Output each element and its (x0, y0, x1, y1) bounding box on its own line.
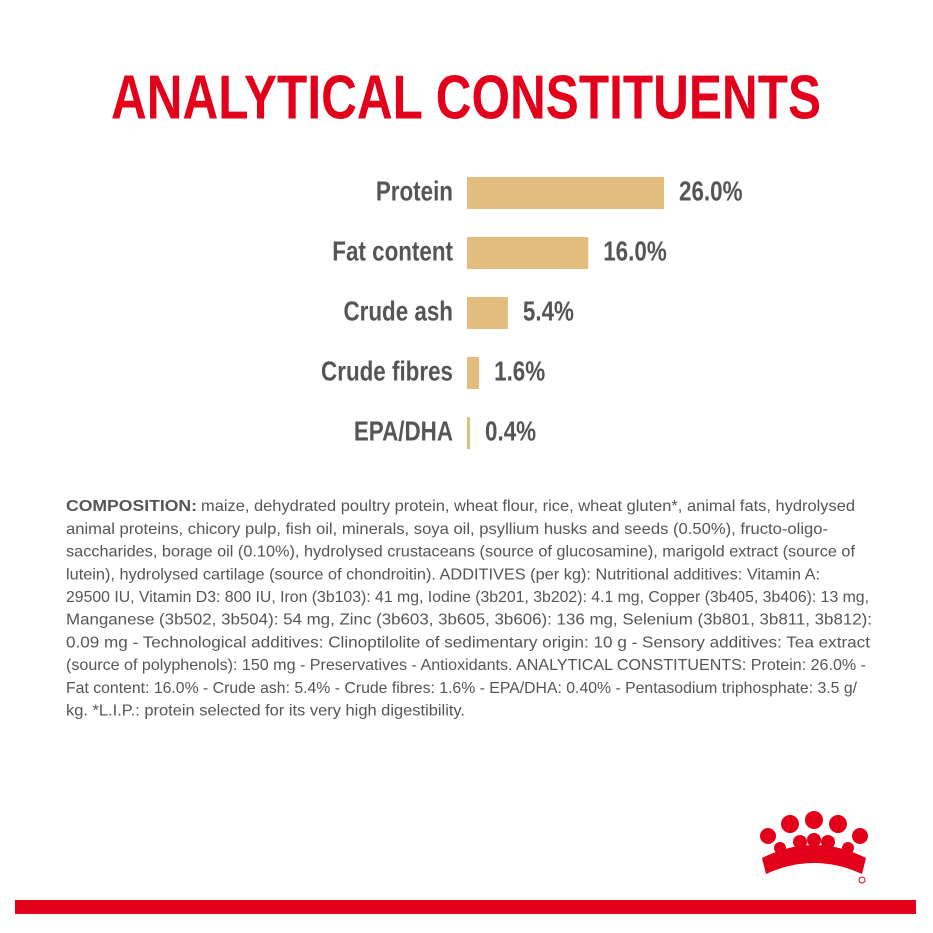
composition-label: COMPOSITION: (66, 498, 197, 515)
composition-line: Fat content: 16.0% - Crude ash: 5.4% - C… (66, 680, 858, 697)
composition-line: kg. *L.I.P.: protein selected for its ve… (66, 703, 465, 720)
bar (467, 297, 508, 329)
value-label: 5.4% (523, 295, 574, 326)
bar (467, 357, 480, 389)
composition-line: animal proteins, chicory pulp, fish oil,… (66, 521, 828, 538)
composition-line: (source of polyphenols): 150 mg - Preser… (66, 657, 866, 674)
category-label: Fat content (332, 235, 453, 266)
category-label: Protein (376, 175, 453, 206)
value-label: 1.6% (494, 355, 545, 386)
composition-line: maize, dehydrated poultry protein, wheat… (201, 498, 855, 515)
category-label: EPA/DHA (354, 415, 453, 446)
chart-title: ANALYTICAL CONSTITUENTS (111, 63, 821, 132)
bar (467, 177, 664, 209)
footer-bar (15, 900, 916, 914)
value-label: 16.0% (603, 235, 667, 266)
category-label: Crude fibres (321, 355, 453, 386)
composition-line: saccharides, borage oil (0.10%), hydroly… (66, 544, 856, 561)
value-label: 0.4% (485, 415, 536, 446)
composition-line: 0.09 mg - Technological additives: Clino… (66, 634, 871, 651)
composition-line: Manganese (3b502, 3b504): 54 mg, Zinc (3… (66, 612, 872, 629)
royal-canin-logo (760, 811, 868, 884)
composition-line: lutein), hydrolysed cartilage (source of… (66, 566, 820, 583)
bar (467, 237, 589, 269)
composition-line: 29500 IU, Vitamin D3: 800 IU, Iron (3b10… (66, 589, 869, 606)
bar (467, 417, 471, 449)
value-label: 26.0% (679, 175, 743, 206)
category-label: Crude ash (343, 295, 453, 326)
